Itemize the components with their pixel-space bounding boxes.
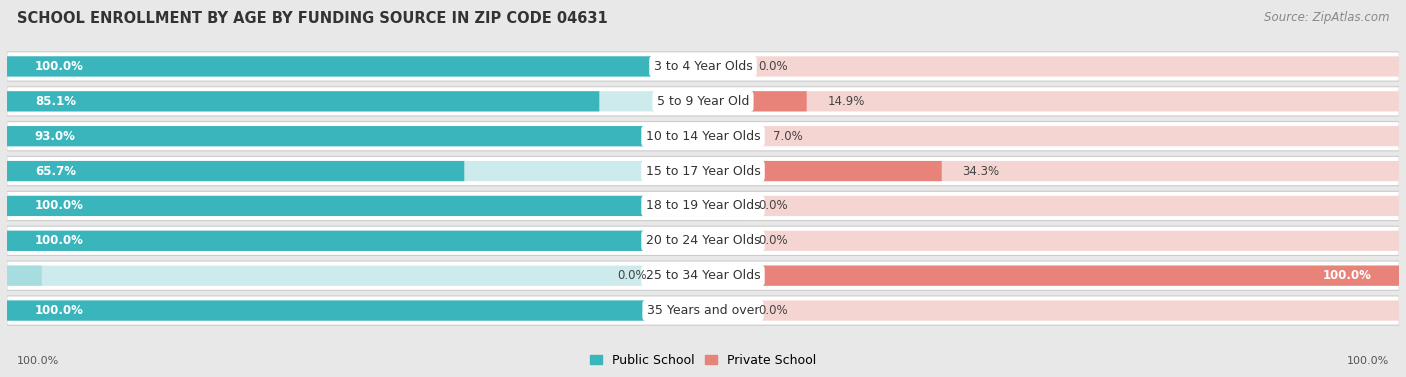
FancyBboxPatch shape [703, 231, 1399, 251]
FancyBboxPatch shape [703, 91, 1399, 112]
Text: 3 to 4 Year Olds: 3 to 4 Year Olds [654, 60, 752, 73]
FancyBboxPatch shape [703, 161, 942, 181]
FancyBboxPatch shape [7, 300, 703, 321]
Text: 25 to 34 Year Olds: 25 to 34 Year Olds [645, 269, 761, 282]
Text: 100.0%: 100.0% [35, 60, 84, 73]
FancyBboxPatch shape [7, 296, 1399, 325]
Text: 35 Years and over: 35 Years and over [647, 304, 759, 317]
Text: SCHOOL ENROLLMENT BY AGE BY FUNDING SOURCE IN ZIP CODE 04631: SCHOOL ENROLLMENT BY AGE BY FUNDING SOUR… [17, 11, 607, 26]
FancyBboxPatch shape [7, 226, 1399, 256]
FancyBboxPatch shape [7, 121, 1399, 151]
Text: 100.0%: 100.0% [35, 199, 84, 212]
Text: 100.0%: 100.0% [1347, 356, 1389, 366]
FancyBboxPatch shape [703, 126, 752, 146]
FancyBboxPatch shape [7, 191, 1399, 221]
Text: 10 to 14 Year Olds: 10 to 14 Year Olds [645, 130, 761, 143]
Text: 5 to 9 Year Old: 5 to 9 Year Old [657, 95, 749, 108]
FancyBboxPatch shape [7, 161, 464, 181]
Text: 65.7%: 65.7% [35, 165, 76, 178]
FancyBboxPatch shape [7, 196, 703, 216]
FancyBboxPatch shape [703, 91, 807, 112]
FancyBboxPatch shape [703, 231, 738, 251]
Text: 0.0%: 0.0% [759, 60, 789, 73]
Text: 18 to 19 Year Olds: 18 to 19 Year Olds [645, 199, 761, 212]
Text: Source: ZipAtlas.com: Source: ZipAtlas.com [1264, 11, 1389, 24]
FancyBboxPatch shape [7, 231, 703, 251]
FancyBboxPatch shape [7, 52, 1399, 81]
FancyBboxPatch shape [703, 126, 1399, 146]
Text: 20 to 24 Year Olds: 20 to 24 Year Olds [645, 234, 761, 247]
Text: 34.3%: 34.3% [963, 165, 1000, 178]
FancyBboxPatch shape [703, 56, 738, 77]
FancyBboxPatch shape [7, 231, 703, 251]
FancyBboxPatch shape [7, 265, 703, 286]
Text: 100.0%: 100.0% [1322, 269, 1371, 282]
Text: 85.1%: 85.1% [35, 95, 76, 108]
Text: 14.9%: 14.9% [828, 95, 865, 108]
FancyBboxPatch shape [703, 300, 738, 321]
FancyBboxPatch shape [7, 56, 703, 77]
Text: 15 to 17 Year Olds: 15 to 17 Year Olds [645, 165, 761, 178]
FancyBboxPatch shape [703, 265, 1399, 286]
Text: 0.0%: 0.0% [759, 304, 789, 317]
FancyBboxPatch shape [703, 56, 1399, 77]
FancyBboxPatch shape [7, 87, 1399, 116]
Text: 0.0%: 0.0% [617, 269, 647, 282]
Text: 93.0%: 93.0% [35, 130, 76, 143]
Text: 100.0%: 100.0% [35, 304, 84, 317]
FancyBboxPatch shape [7, 56, 703, 77]
FancyBboxPatch shape [703, 300, 1399, 321]
Text: 0.0%: 0.0% [759, 199, 789, 212]
FancyBboxPatch shape [703, 196, 738, 216]
FancyBboxPatch shape [7, 156, 1399, 186]
FancyBboxPatch shape [7, 196, 703, 216]
FancyBboxPatch shape [7, 91, 703, 112]
FancyBboxPatch shape [7, 91, 599, 112]
Text: 0.0%: 0.0% [759, 234, 789, 247]
FancyBboxPatch shape [7, 261, 1399, 290]
FancyBboxPatch shape [7, 126, 703, 146]
FancyBboxPatch shape [7, 265, 42, 286]
FancyBboxPatch shape [7, 126, 654, 146]
Text: 7.0%: 7.0% [773, 130, 803, 143]
FancyBboxPatch shape [703, 196, 1399, 216]
FancyBboxPatch shape [703, 161, 1399, 181]
Legend: Public School, Private School: Public School, Private School [585, 349, 821, 372]
FancyBboxPatch shape [7, 161, 703, 181]
Text: 100.0%: 100.0% [35, 234, 84, 247]
FancyBboxPatch shape [703, 265, 1399, 286]
Text: 100.0%: 100.0% [17, 356, 59, 366]
FancyBboxPatch shape [7, 300, 703, 321]
